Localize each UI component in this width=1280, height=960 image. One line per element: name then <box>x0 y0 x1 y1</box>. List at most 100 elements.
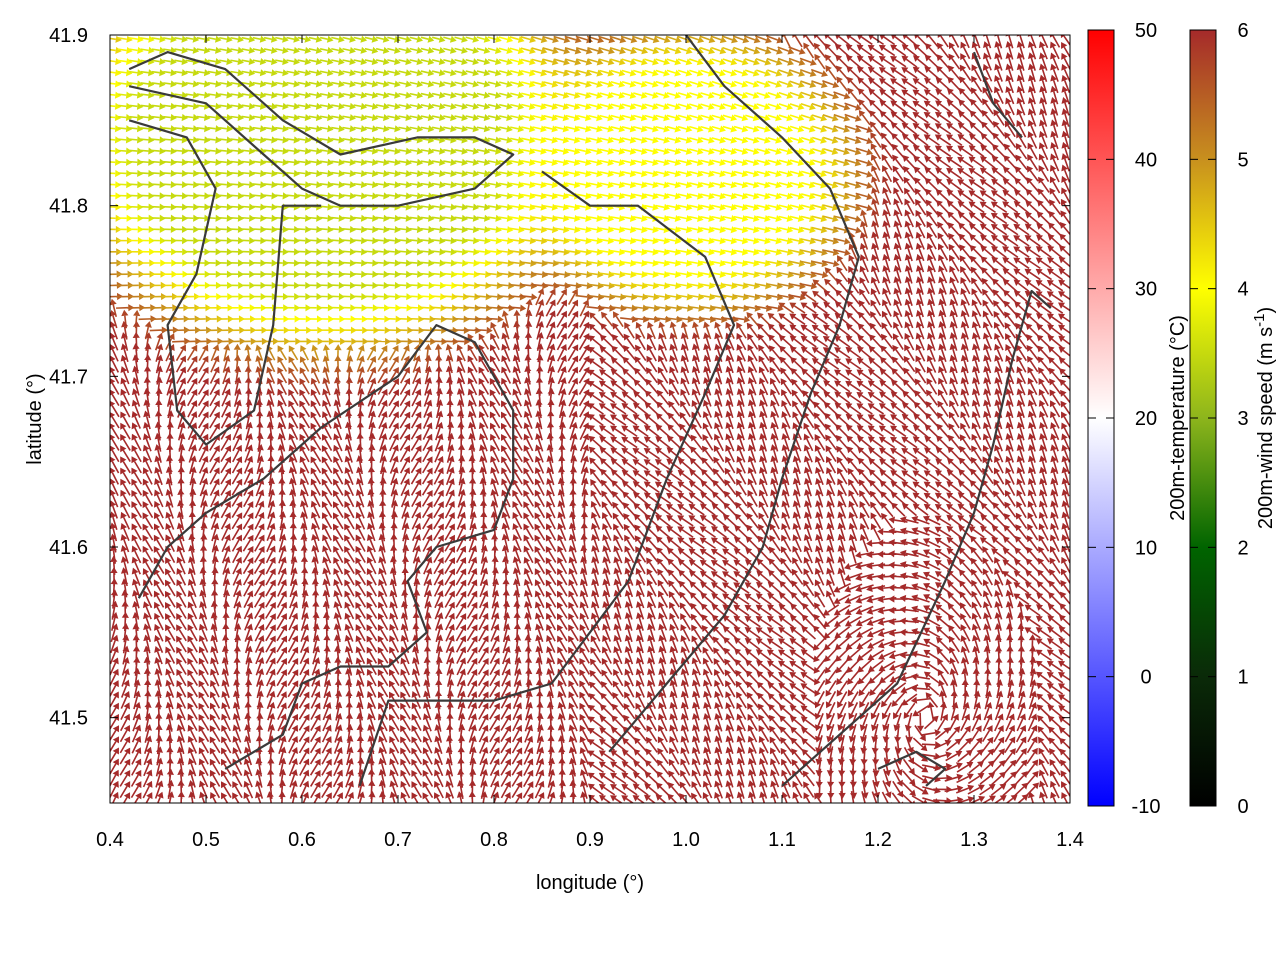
wind-arrow-shaft <box>431 250 440 253</box>
wind-arrow-shaft <box>454 47 463 52</box>
wind-arrow-shaft <box>219 183 227 186</box>
wind-arrow-shaft <box>275 59 283 63</box>
wind-arrow-shaft <box>398 194 407 197</box>
wind-arrow-shaft <box>319 239 328 242</box>
wind-arrow-shaft <box>319 183 328 186</box>
wind-arrow-shaft <box>766 46 778 52</box>
wind-arrow-shaft <box>163 149 171 152</box>
wind-arrow <box>207 57 222 66</box>
wind-arrow-shaft <box>722 46 733 52</box>
wind-arrow-shaft <box>129 59 138 63</box>
wind-arrow-shaft <box>140 149 149 152</box>
wind-arrow-head <box>529 36 537 43</box>
wind-arrow-shaft <box>308 171 317 175</box>
wind-arrow-shaft <box>465 58 474 63</box>
wind-arrow-head <box>192 35 200 43</box>
wind-arrow <box>655 47 671 55</box>
wind-arrow-shaft <box>286 194 295 197</box>
wind-arrow-shaft <box>275 48 283 52</box>
wind-arrow-shaft <box>353 59 362 63</box>
wind-arrow <box>196 35 211 43</box>
wind-arrow <box>948 42 960 59</box>
wind-arrow-head <box>371 46 379 54</box>
wind-arrow-shaft <box>263 216 272 220</box>
wind-arrow-shaft <box>286 126 295 130</box>
wind-arrow <box>856 44 873 57</box>
wind-arrow <box>140 35 155 43</box>
wind-arrow-shaft <box>1008 46 1014 60</box>
wind-arrow-shaft <box>174 160 183 164</box>
wind-arrow-shaft <box>487 58 496 63</box>
wind-arrow-shaft <box>151 93 160 96</box>
wind-arrow-head <box>438 58 446 66</box>
wind-arrow-shaft <box>553 35 565 41</box>
wind-arrow-shaft <box>409 171 418 175</box>
wind-arrow <box>666 47 682 55</box>
wind-arrow-head <box>781 35 787 38</box>
wind-arrow-shaft <box>398 216 407 220</box>
wind-arrow-shaft <box>940 35 949 48</box>
wind-arrow-shaft <box>151 160 160 164</box>
wind-arrow <box>128 35 144 43</box>
wind-arrow-shaft <box>219 48 227 52</box>
wind-arrow-shaft <box>398 36 407 40</box>
wind-arrow-head <box>427 58 435 66</box>
wind-arrow-shaft <box>230 194 239 197</box>
wind-arrow-shaft <box>219 104 227 108</box>
wind-arrow-shaft <box>110 71 116 74</box>
wind-arrow-shaft <box>219 171 227 175</box>
wind-arrow <box>632 35 649 44</box>
wind-arrow-shaft <box>665 35 677 41</box>
wind-arrow-head <box>856 44 864 52</box>
wind-arrow-shaft <box>342 194 351 197</box>
wind-arrow-head <box>585 47 593 55</box>
wind-arrow-head <box>293 46 300 54</box>
wind-arrow-shaft <box>129 82 138 85</box>
wind-arrow <box>163 35 177 43</box>
wind-arrow-head <box>304 58 312 66</box>
wind-arrow-shaft <box>331 239 339 242</box>
wind-arrow-shaft <box>297 171 306 175</box>
wind-arrow-shaft <box>553 58 565 63</box>
wind-arrow <box>342 35 356 43</box>
wind-arrow-head <box>137 57 144 66</box>
wind-arrow-shaft <box>196 93 205 96</box>
wind-arrow <box>531 58 548 66</box>
wind-arrow-head <box>608 36 616 44</box>
wind-arrow-shaft <box>140 138 149 141</box>
wind-arrow-shaft <box>308 36 317 40</box>
wind-arrow-shaft <box>342 160 351 164</box>
wind-arrow-head <box>937 35 943 39</box>
wind-arrow <box>609 47 626 55</box>
wind-arrow <box>553 35 571 44</box>
wind-arrow-head <box>259 46 267 54</box>
wind-arrow-shaft <box>241 171 250 175</box>
wind-arrow <box>420 35 435 43</box>
wind-arrow-shaft <box>443 216 451 220</box>
wind-arrow-shaft <box>297 216 306 220</box>
wind-arrow-head <box>798 47 806 55</box>
wind-arrow-shaft <box>353 250 362 253</box>
wind-arrow-head <box>619 47 626 55</box>
wind-arrow-shaft <box>711 46 721 52</box>
wind-arrow-shaft <box>387 59 396 63</box>
wind-arrow-head <box>1027 41 1035 48</box>
wind-arrow-shaft <box>827 35 839 47</box>
wind-arrow <box>721 35 738 44</box>
wind-arrow <box>465 35 480 43</box>
wind-arrow <box>297 35 312 43</box>
wind-arrow <box>803 42 815 59</box>
wind-arrow-shaft <box>110 37 117 41</box>
wind-arrow-shaft <box>465 47 474 52</box>
wind-arrow-shaft <box>420 239 429 242</box>
wind-arrow <box>1038 41 1048 60</box>
wind-arrow <box>375 58 390 66</box>
wind-arrow-head <box>674 47 682 55</box>
wind-arrow-shaft <box>174 93 183 96</box>
wind-arrow-head <box>495 35 502 43</box>
wind-arrow-shaft <box>118 93 127 96</box>
wind-arrow <box>564 35 582 44</box>
wind-arrow-shaft <box>743 35 756 41</box>
wind-arrow-head <box>126 58 133 66</box>
wind-arrow <box>564 47 582 55</box>
